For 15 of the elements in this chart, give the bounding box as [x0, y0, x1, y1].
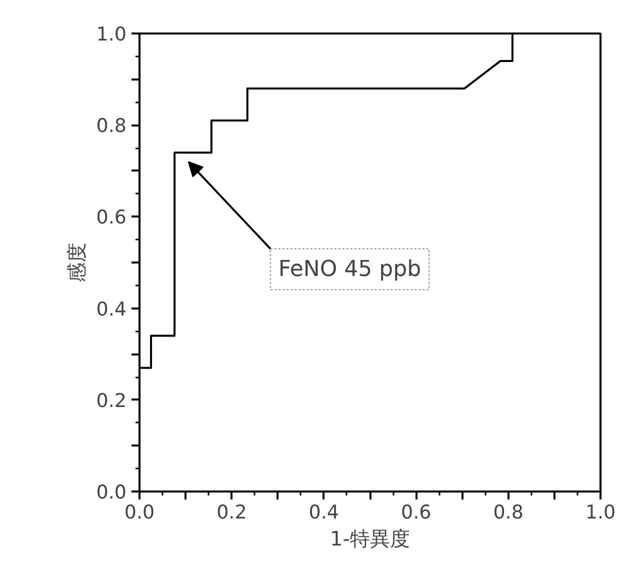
y-tick-label: 0.0 [96, 482, 126, 504]
y-tick-label: 0.6 [96, 206, 126, 229]
x-tick-label: 1.0 [585, 502, 616, 524]
annotation: FeNO 45 ppb [278, 256, 422, 282]
y-tick-label: 0.4 [96, 298, 126, 320]
x-tick-label: 0.0 [124, 502, 155, 524]
y-tick-label: 0.8 [96, 115, 126, 138]
y-axis-title: 感度 [64, 242, 88, 282]
x-tick-label: 0.2 [216, 502, 247, 524]
y-tick-label: 0.2 [96, 390, 126, 412]
x-tick-label: 0.8 [493, 502, 524, 524]
x-axis-title: 1-特異度 [330, 526, 410, 550]
y-tick-label: 1.0 [96, 24, 126, 46]
x-tick-label: 0.4 [308, 502, 340, 524]
x-tick-label: 0.6 [400, 502, 432, 524]
